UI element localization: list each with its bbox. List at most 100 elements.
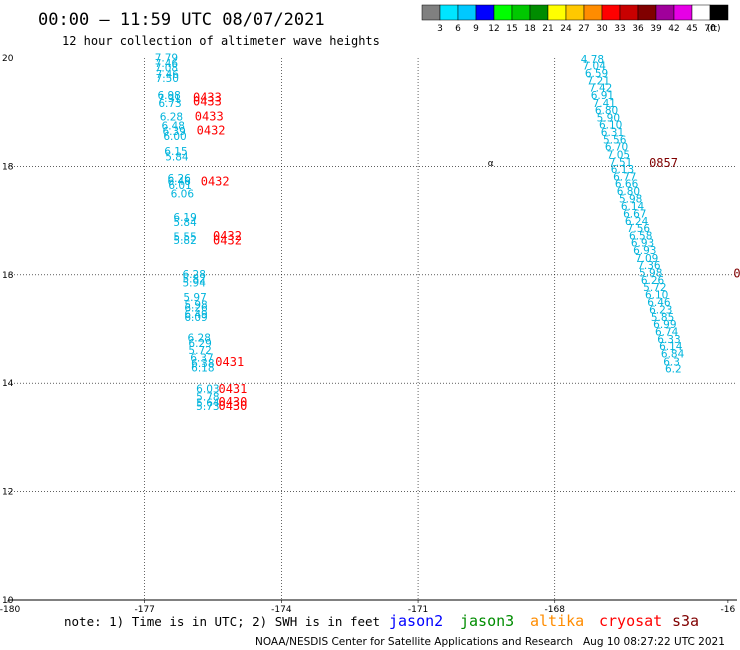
time-label: 08: [733, 267, 740, 281]
colorbar-label: 45: [686, 24, 697, 34]
swh-value-label: 5.85: [651, 312, 674, 324]
swh-value-label: 6.14: [659, 341, 683, 353]
colorbar-label: 30: [596, 24, 608, 34]
colorbar-swatch: [673, 4, 693, 21]
swh-value-label: 6.98: [157, 90, 180, 102]
swh-value-label: 5.78: [196, 392, 219, 404]
plot-area: -180 -177 -174 -171 -168 -162018181412107.797…: [0, 52, 740, 615]
colorbar-swatch: [655, 4, 675, 21]
swh-value-label: 6.3: [663, 356, 680, 368]
colorbar-label: 21: [542, 24, 553, 34]
swh-value-label: 5.90: [597, 112, 620, 124]
swh-value-label: 6.66: [615, 179, 639, 191]
swh-value-label: 6.49: [184, 309, 207, 321]
swh-value-label: 7.79: [155, 52, 178, 64]
swh-value-label: 6.39: [162, 126, 185, 138]
time-label: 0433: [195, 109, 224, 123]
swh-value-label: 7.21: [587, 76, 610, 88]
swh-value-label: 6.73: [158, 98, 181, 110]
colorbar-swatch: [547, 4, 567, 21]
swh-value-label: 6.19: [173, 212, 196, 224]
swh-value-label: 5.94: [183, 278, 207, 290]
swh-value-label: 6.59: [585, 68, 608, 80]
time-label: 0432: [213, 233, 242, 247]
colorbar-swatch: [565, 4, 585, 21]
swh-value-label: 7.46: [155, 58, 179, 70]
swh-value-label: 6.13: [611, 164, 634, 176]
swh-value-label: 5.82: [173, 235, 196, 247]
chart-title: 00:00 — 11:59 UTC 08/07/2021: [38, 10, 325, 30]
swh-value-label: 6.00: [163, 131, 186, 143]
colorbar-label: 9: [473, 24, 479, 34]
time-label: 0432: [213, 229, 242, 243]
swh-value-label: 5.73: [196, 401, 219, 413]
colorbar-swatch: [637, 4, 657, 21]
chart-subtitle: 12 hour collection of altimeter wave hei…: [62, 34, 380, 48]
satellite-legend-cryosat: cryosat: [599, 612, 662, 630]
swh-value-label: 5.72: [188, 345, 211, 357]
swh-value-label: 6.46: [647, 297, 671, 309]
swh-value-label: 4.78: [581, 54, 604, 66]
swh-value-label: 6.01: [168, 180, 191, 192]
satellite-legend-s3a: s3a: [672, 612, 699, 630]
swh-value-label: 7.51: [609, 157, 632, 169]
swh-value-label: 5.98: [619, 194, 642, 206]
swh-value-label: 7.56: [627, 223, 651, 235]
colorbar-swatch: [475, 4, 495, 21]
colorbar-swatch: [457, 4, 477, 21]
colorbar-swatch: [601, 4, 621, 21]
colorbar-swatch: [529, 4, 549, 21]
swh-value-label: 5.82: [183, 273, 206, 285]
colorbar-swatch: [583, 4, 603, 21]
y-tick-label: 12: [2, 488, 13, 498]
swh-value-label: 5.98: [184, 299, 207, 311]
generated-timestamp: Aug 10 08:27:22 UTC 2021: [583, 636, 725, 648]
swh-value-label: 7.91: [157, 93, 180, 105]
colorbar-label: 24: [560, 24, 572, 34]
time-label: 0433: [193, 90, 222, 104]
x-tick-label: -177: [134, 605, 154, 615]
swh-value-label: 6.18: [191, 362, 214, 374]
colorbar-label: 18: [524, 24, 536, 34]
colorbar-swatch: [619, 4, 639, 21]
colorbar-label: 36: [632, 24, 644, 34]
swh-value-label: 6.28: [160, 111, 183, 123]
time-label: 0433: [193, 95, 222, 109]
y-tick-label: 14: [2, 379, 14, 389]
colorbar-label: 27: [578, 24, 589, 34]
colorbar-swatch: [511, 4, 531, 21]
swh-value-label: 6.46: [167, 176, 191, 188]
swh-value-label: 7.50: [156, 73, 179, 85]
swh-value-label: 6.29: [188, 338, 211, 350]
swh-value-label: 5.72: [643, 282, 666, 294]
credit-line: NOAA/NESDIS Center for Satellite Applica…: [255, 636, 573, 648]
swh-value-label: 6.37: [190, 353, 213, 365]
swh-value-label: 7.46: [156, 69, 180, 81]
y-tick-label: 10: [2, 596, 14, 606]
swh-value-label: 6.93: [633, 245, 656, 257]
swh-value-label: 7.08: [155, 63, 178, 75]
colorbar-swatch: [439, 4, 459, 21]
swh-value-label: 7.36: [637, 260, 661, 272]
colorbar-label: 39: [650, 24, 662, 34]
colorbar-label: 42: [668, 24, 679, 34]
colorbar-swatch: [493, 4, 513, 21]
swh-value-label: 6.26: [167, 173, 191, 185]
swh-value-label: 6.24: [625, 216, 649, 228]
swh-value-label: 6.28: [183, 269, 206, 281]
swh-value-label: 5.98: [639, 267, 662, 279]
swh-value-label: 6.58: [629, 231, 652, 243]
colorbar-swatch: [421, 4, 441, 21]
swh-value-label: 6.31: [601, 127, 624, 139]
swh-value-label: 6.10: [599, 119, 622, 131]
swh-value-label: 6.80: [595, 105, 618, 117]
swh-value-label: 6.93: [631, 238, 654, 250]
colorbar: 3 6 9 12 15 18 21 24 27 30 33 36 39 42 45 70: [421, 4, 729, 34]
time-label: 0431: [218, 382, 247, 396]
swh-value-label: 6.91: [591, 90, 614, 102]
swh-value-label: 6.70: [605, 142, 628, 154]
time-label: 0430: [218, 395, 247, 409]
colorbar-label: 3: [437, 24, 443, 34]
swh-value-label: 5.55: [173, 232, 196, 244]
